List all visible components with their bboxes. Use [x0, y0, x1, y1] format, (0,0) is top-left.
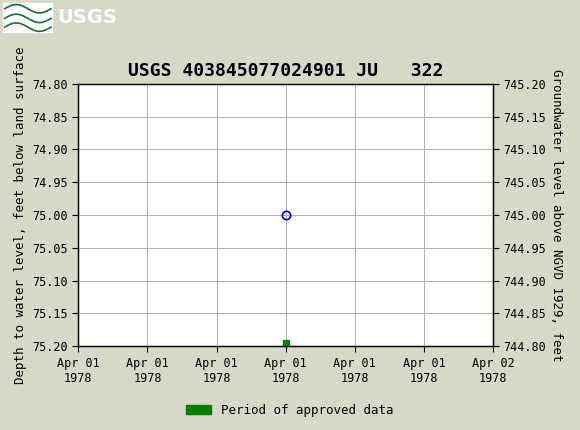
Y-axis label: Groundwater level above NGVD 1929, feet: Groundwater level above NGVD 1929, feet	[550, 69, 563, 361]
Title: USGS 403845077024901 JU   322: USGS 403845077024901 JU 322	[128, 61, 443, 80]
Y-axis label: Depth to water level, feet below land surface: Depth to water level, feet below land su…	[14, 46, 27, 384]
Bar	[3, 3, 52, 32]
Text: USGS: USGS	[57, 8, 117, 27]
Legend: Period of approved data: Period of approved data	[181, 399, 399, 421]
